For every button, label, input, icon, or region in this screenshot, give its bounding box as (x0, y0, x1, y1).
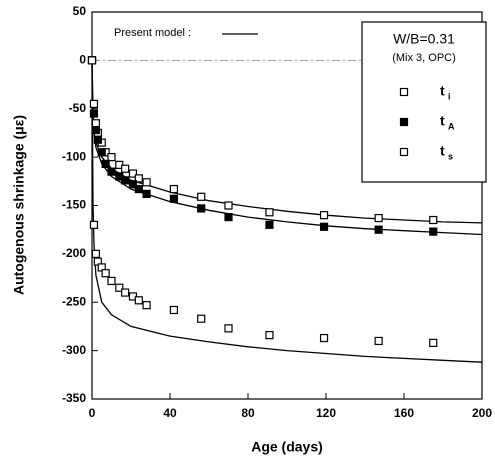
point (91, 125, 101, 135)
point (91, 119, 101, 128)
point (93, 135, 102, 144)
legend-subscript: A (448, 121, 455, 131)
y-tick-label: -150 (62, 198, 86, 212)
y-tick-label: -200 (62, 246, 86, 260)
point (319, 211, 329, 220)
point (121, 288, 130, 297)
point (128, 169, 138, 178)
point (319, 222, 329, 231)
point (142, 189, 151, 198)
legend-label: t (440, 113, 445, 129)
point (169, 305, 178, 315)
point (265, 208, 274, 217)
legend-subtitle: (Mix 3, OPC) (392, 52, 456, 64)
legend-label: t (440, 143, 445, 159)
point (107, 153, 116, 162)
legend-subscript: s (448, 151, 453, 161)
y-tick-label: 50 (73, 4, 87, 18)
point (107, 276, 116, 286)
point (319, 333, 329, 343)
point (265, 331, 274, 340)
point (121, 164, 130, 173)
point (91, 249, 101, 258)
point (399, 147, 409, 157)
model-label: Present model : (114, 27, 191, 39)
point (134, 174, 143, 183)
legend-box (361, 21, 487, 183)
point (121, 176, 130, 185)
y-axis-label: Autogenous shrinkage (με) (11, 115, 27, 295)
y-tick-label: -50 (69, 101, 87, 115)
legend-subscript: i (448, 91, 451, 101)
point (169, 194, 178, 203)
point (97, 148, 106, 157)
point (374, 225, 383, 234)
point (89, 109, 99, 118)
point (374, 336, 383, 346)
point (169, 184, 178, 194)
y-tick-label: -250 (62, 294, 86, 308)
x-tick-label: 40 (163, 406, 177, 420)
point (265, 220, 274, 229)
point (197, 192, 206, 201)
point (197, 314, 206, 323)
point (101, 159, 110, 168)
x-tick-label: 200 (472, 406, 492, 420)
x-axis-label: Age (days) (251, 439, 323, 455)
point (224, 324, 233, 333)
y-tick-label: -350 (62, 391, 86, 405)
point (134, 184, 143, 194)
point (101, 269, 110, 278)
point (142, 178, 151, 187)
point (128, 180, 138, 189)
y-tick-label: -300 (62, 343, 86, 357)
x-tick-label: 120 (316, 406, 336, 420)
point (429, 215, 438, 225)
point (429, 338, 438, 347)
point (399, 87, 409, 97)
legend-title: W/B=0.31 (393, 31, 455, 47)
point (89, 220, 99, 229)
point (224, 213, 233, 222)
point (374, 213, 383, 223)
point (224, 201, 233, 210)
x-tick-label: 80 (241, 406, 255, 420)
point (89, 99, 99, 109)
y-tick-label: 0 (79, 53, 86, 67)
point (399, 117, 409, 127)
point (107, 167, 116, 176)
point (134, 296, 143, 305)
legend-label: t (440, 83, 445, 99)
point (115, 283, 124, 292)
x-tick-label: 160 (394, 406, 414, 420)
y-tick-label: -100 (62, 149, 86, 163)
point (142, 301, 151, 310)
point (429, 227, 438, 236)
x-tick-label: 0 (89, 406, 96, 420)
point (87, 56, 97, 65)
point (197, 204, 206, 213)
